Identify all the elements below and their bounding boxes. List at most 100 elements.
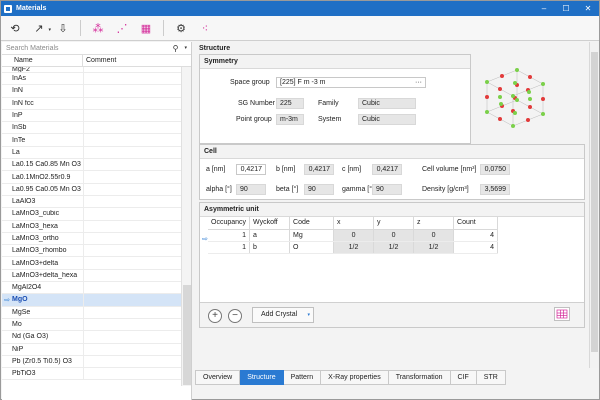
list-item[interactable]: MgSe: [2, 306, 191, 319]
chevron-down-icon[interactable]: ▾: [307, 312, 310, 318]
space-group-select[interactable]: [225] F m -3 m ···: [276, 77, 426, 88]
c-value: 0,4217: [372, 164, 402, 175]
structure-scrollbar-thumb[interactable]: [591, 52, 598, 352]
list-item[interactable]: InN fcc: [2, 97, 191, 110]
column-header-comment[interactable]: Comment: [86, 57, 117, 64]
close-button[interactable]: ✕: [584, 4, 592, 13]
symmetry-title: Symmetry: [200, 55, 470, 69]
tab-overview[interactable]: Overview: [195, 370, 241, 385]
code-cell[interactable]: O: [289, 241, 335, 254]
list-item[interactable]: Nd (Ga O3): [2, 331, 191, 344]
system-value: Cubic: [358, 114, 416, 125]
z-cell: 0: [413, 229, 455, 242]
column-header-x[interactable]: x: [333, 217, 375, 230]
list-scrollbar-thumb[interactable]: [183, 285, 191, 385]
add-atom-button[interactable]: +: [208, 309, 222, 323]
remove-atom-button[interactable]: −: [228, 309, 242, 323]
search-bar[interactable]: Search Materials ⚲ ▾: [2, 42, 191, 55]
list-item[interactable]: InAs: [2, 73, 191, 86]
list-item[interactable]: La0.15 Ca0.85 Mn O3: [2, 159, 191, 172]
column-header-name[interactable]: Name: [2, 55, 83, 66]
occupancy-cell[interactable]: 1: [208, 241, 251, 254]
double-cell-icon[interactable]: ▦: [140, 22, 152, 35]
list-item[interactable]: NiP: [2, 343, 191, 356]
code-cell[interactable]: Mg: [289, 229, 335, 242]
list-item[interactable]: Mo: [2, 318, 191, 332]
column-header-wyckoff[interactable]: Wyckoff: [249, 217, 291, 230]
import-icon[interactable]: ⇩: [58, 22, 68, 35]
add-atoms-icon[interactable]: ⁂: [92, 22, 104, 35]
column-header-occupancy[interactable]: Occupancy: [208, 217, 251, 230]
occupancy-cell[interactable]: 1: [208, 229, 251, 242]
list-item[interactable]: InTe: [2, 134, 191, 147]
list-item[interactable]: Pb (Zr0.5 Ti0.5) O3: [2, 355, 191, 369]
search-icon[interactable]: ⚲: [172, 43, 179, 53]
tab-transformation[interactable]: Transformation: [388, 370, 451, 385]
list-item-selected[interactable]: ⇨ MgO: [2, 294, 191, 307]
chevron-down-icon[interactable]: ▾: [184, 45, 187, 51]
gear-icon[interactable]: ⚙: [176, 22, 186, 35]
list-item[interactable]: LaMnO3_hexa: [2, 220, 191, 233]
list-item[interactable]: InN: [2, 85, 191, 98]
x-cell: 1/2: [333, 241, 375, 254]
list-item[interactable]: LaMnO3+delta: [2, 257, 191, 270]
a-input[interactable]: 0,4217: [236, 164, 266, 175]
column-header-y[interactable]: y: [373, 217, 415, 230]
cell-volume-value: 0,0750: [480, 164, 510, 175]
minimize-button[interactable]: –: [541, 4, 547, 13]
list-item[interactable]: LaMnO3_rhombo: [2, 245, 191, 258]
list-item[interactable]: La0.1MnO2.55r0.9: [2, 171, 191, 184]
export-table-icon[interactable]: [554, 307, 570, 321]
system-label: System: [318, 116, 342, 123]
list-item[interactable]: PbTiO3: [2, 368, 191, 381]
list-item[interactable]: MgF2: [2, 67, 191, 73]
tab-x-ray-properties[interactable]: X-Ray properties: [321, 370, 389, 385]
cell-volume-label: Cell volume [nm³]: [422, 166, 477, 173]
tab-structure[interactable]: Structure: [240, 370, 284, 385]
list-item[interactable]: La: [2, 146, 191, 160]
column-header-z[interactable]: z: [413, 217, 455, 230]
y-cell: 1/2: [373, 241, 415, 254]
wyckoff-cell[interactable]: b: [249, 241, 291, 254]
structure-scrollbar[interactable]: [589, 42, 599, 368]
z-cell: 1/2: [413, 241, 455, 254]
ellipsis-icon[interactable]: ···: [415, 79, 422, 86]
list-item[interactable]: InSb: [2, 122, 191, 135]
list-header: Name Comment: [2, 55, 191, 67]
beta-label: beta [°]: [276, 186, 299, 193]
list-item[interactable]: La0.95 Ca0.05 Mn O3: [2, 183, 191, 196]
list-item[interactable]: LaMnO3_ortho: [2, 232, 191, 246]
maximize-button[interactable]: ☐: [562, 4, 570, 13]
x-cell: 0: [333, 229, 375, 242]
asym-actions-bar: + − Add Crystal ▾: [200, 302, 584, 327]
structure-panel: Structure Symmetry Space group [225] F m…: [195, 42, 599, 385]
wyckoff-cell[interactable]: a: [249, 229, 291, 242]
tab-pattern[interactable]: Pattern: [283, 370, 322, 385]
symmetry-panel: Symmetry Space group [225] F m -3 m ··· S…: [199, 54, 471, 144]
sg-number-label: SG Number: [238, 100, 275, 107]
tab-cif[interactable]: CIF: [450, 370, 477, 385]
export-icon[interactable]: ↗ ▾: [34, 22, 51, 35]
column-header-count[interactable]: Count: [453, 217, 499, 230]
asymmetric-unit-panel: Asymmetric unit ⇨ Occupancy Wyckoff Code…: [199, 202, 585, 328]
asymmetric-unit-title: Asymmetric unit: [200, 203, 584, 217]
search-input[interactable]: Search Materials: [6, 44, 59, 52]
list-item[interactable]: LaMnO3_cubic: [2, 208, 191, 221]
list-item[interactable]: LaMnO3+delta_hexa: [2, 269, 191, 283]
list-item[interactable]: InP: [2, 109, 191, 123]
table-row[interactable]: 1 b O 1/2 1/2 1/2 4: [208, 241, 499, 254]
tab-str[interactable]: STR: [476, 370, 506, 385]
list-item[interactable]: MgAl2O4: [2, 282, 191, 295]
table-row[interactable]: 1 a Mg 0 0 0 4: [208, 229, 499, 242]
column-header-code[interactable]: Code: [289, 217, 335, 230]
reload-icon[interactable]: ⟲: [10, 22, 20, 35]
list-item[interactable]: LaAlO3: [2, 195, 191, 209]
space-group-label: Space group: [230, 79, 270, 86]
crystal-structure-viewer[interactable]: [475, 60, 555, 132]
materials-panel: Search Materials ⚲ ▾ Name Comment MgF2 I…: [2, 42, 192, 400]
add-crystal-dropdown[interactable]: Add Crystal ▾: [252, 307, 314, 323]
list-scrollbar[interactable]: [181, 67, 191, 386]
bond-atoms-icon[interactable]: ⋰: [116, 22, 128, 35]
remove-atoms-icon[interactable]: ⁖: [201, 22, 209, 35]
y-cell: 0: [373, 229, 415, 242]
